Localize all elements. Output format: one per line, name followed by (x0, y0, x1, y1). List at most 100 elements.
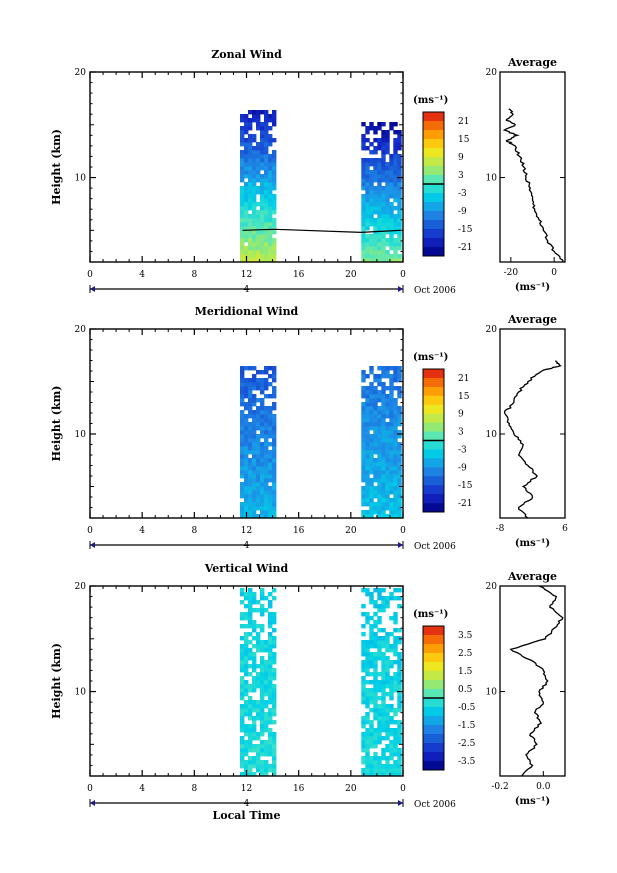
heat-cell (377, 194, 382, 199)
heat-cell (248, 696, 253, 701)
heat-cell (361, 430, 366, 435)
heat-cell (272, 498, 277, 503)
heat-cell (256, 382, 261, 387)
day-label: 4 (244, 541, 250, 551)
heat-cell (385, 198, 390, 203)
heat-cell (272, 122, 277, 127)
heat-cell (248, 170, 253, 175)
heat-cell (268, 514, 273, 519)
heat-cell (377, 604, 382, 609)
heat-cell (365, 214, 370, 219)
heat-cell (385, 442, 390, 447)
heat-cell (244, 466, 249, 471)
heat-cell (381, 486, 386, 491)
heat-cell (260, 716, 265, 721)
heat-cell (369, 238, 374, 243)
x-tick-label: 20 (345, 270, 357, 280)
heat-cell (260, 230, 265, 235)
heat-cell (381, 628, 386, 633)
heat-cell (377, 162, 382, 167)
heat-cell (369, 592, 374, 597)
heat-cell (272, 450, 277, 455)
heat-cell (393, 122, 398, 127)
x-tick-label: 0 (400, 784, 406, 794)
heat-cell (397, 138, 402, 143)
heat-cell (361, 458, 366, 463)
heat-cell (244, 226, 249, 231)
profile-x-tick-label: -20 (504, 268, 519, 278)
heat-cell (268, 454, 273, 459)
heat-cell (256, 716, 261, 721)
heat-cell (272, 704, 277, 709)
heat-cell (385, 410, 390, 415)
heat-cell (252, 182, 257, 187)
heat-cell (361, 374, 366, 379)
heat-cell (377, 258, 382, 263)
heat-cell (373, 238, 378, 243)
heat-cell (260, 696, 265, 701)
heat-cell (272, 182, 277, 187)
heat-cell (369, 632, 374, 637)
heat-cell (248, 616, 253, 621)
heat-cell (244, 390, 249, 395)
profile-line (503, 360, 562, 519)
heat-cell (393, 482, 398, 487)
heat-cell (377, 182, 382, 187)
heat-cell (264, 700, 269, 705)
heat-cell (365, 454, 370, 459)
heat-cell (365, 442, 370, 447)
heat-cell (244, 250, 249, 255)
x-tick-label: 0 (87, 784, 93, 794)
heat-cell (377, 588, 382, 593)
heat-cell (365, 146, 370, 151)
heat-cell (389, 486, 394, 491)
heat-cell (397, 708, 402, 713)
heat-cell (377, 620, 382, 625)
heat-cell (264, 502, 269, 507)
heat-cell (260, 764, 265, 769)
heat-cell (260, 672, 265, 677)
colorbar-tick-label: -15 (458, 225, 473, 235)
heat-cell (272, 748, 277, 753)
heat-cell (248, 588, 253, 593)
heat-cell (260, 712, 265, 717)
heat-cell (248, 604, 253, 609)
heat-cell (389, 434, 394, 439)
heat-cell (377, 740, 382, 745)
heat-cell (272, 218, 277, 223)
heat-cell (369, 628, 374, 633)
heat-cell (365, 740, 370, 745)
heat-cell (260, 744, 265, 749)
heat-cell (268, 478, 273, 483)
heat-cell (268, 656, 273, 661)
heat-cell (385, 150, 390, 155)
heat-cell (397, 640, 402, 645)
heat-cell (365, 692, 370, 697)
heat-cell (377, 242, 382, 247)
heat-cell (252, 150, 257, 155)
heat-cell (373, 688, 378, 693)
colorbar-band (423, 467, 444, 477)
heat-cell (244, 668, 249, 673)
heat-cell (389, 394, 394, 399)
date-bar-start-arrow (90, 800, 95, 806)
heat-cell (373, 242, 378, 247)
heat-cell (385, 414, 390, 419)
heat-cell (268, 154, 273, 159)
heat-cell (272, 414, 277, 419)
heat-cell (385, 450, 390, 455)
heat-cell (248, 110, 253, 115)
heat-cell (268, 712, 273, 717)
heat-cell (268, 676, 273, 681)
heat-cell (260, 246, 265, 251)
heat-cell (248, 158, 253, 163)
heat-cell (244, 462, 249, 467)
heat-cell (385, 716, 390, 721)
heat-cell (381, 194, 386, 199)
heat-cell (256, 748, 261, 753)
heat-cell (260, 668, 265, 673)
heat-cell (389, 206, 394, 211)
heat-cell (369, 122, 374, 127)
heat-cell (361, 624, 366, 629)
heat-cell (397, 466, 402, 471)
